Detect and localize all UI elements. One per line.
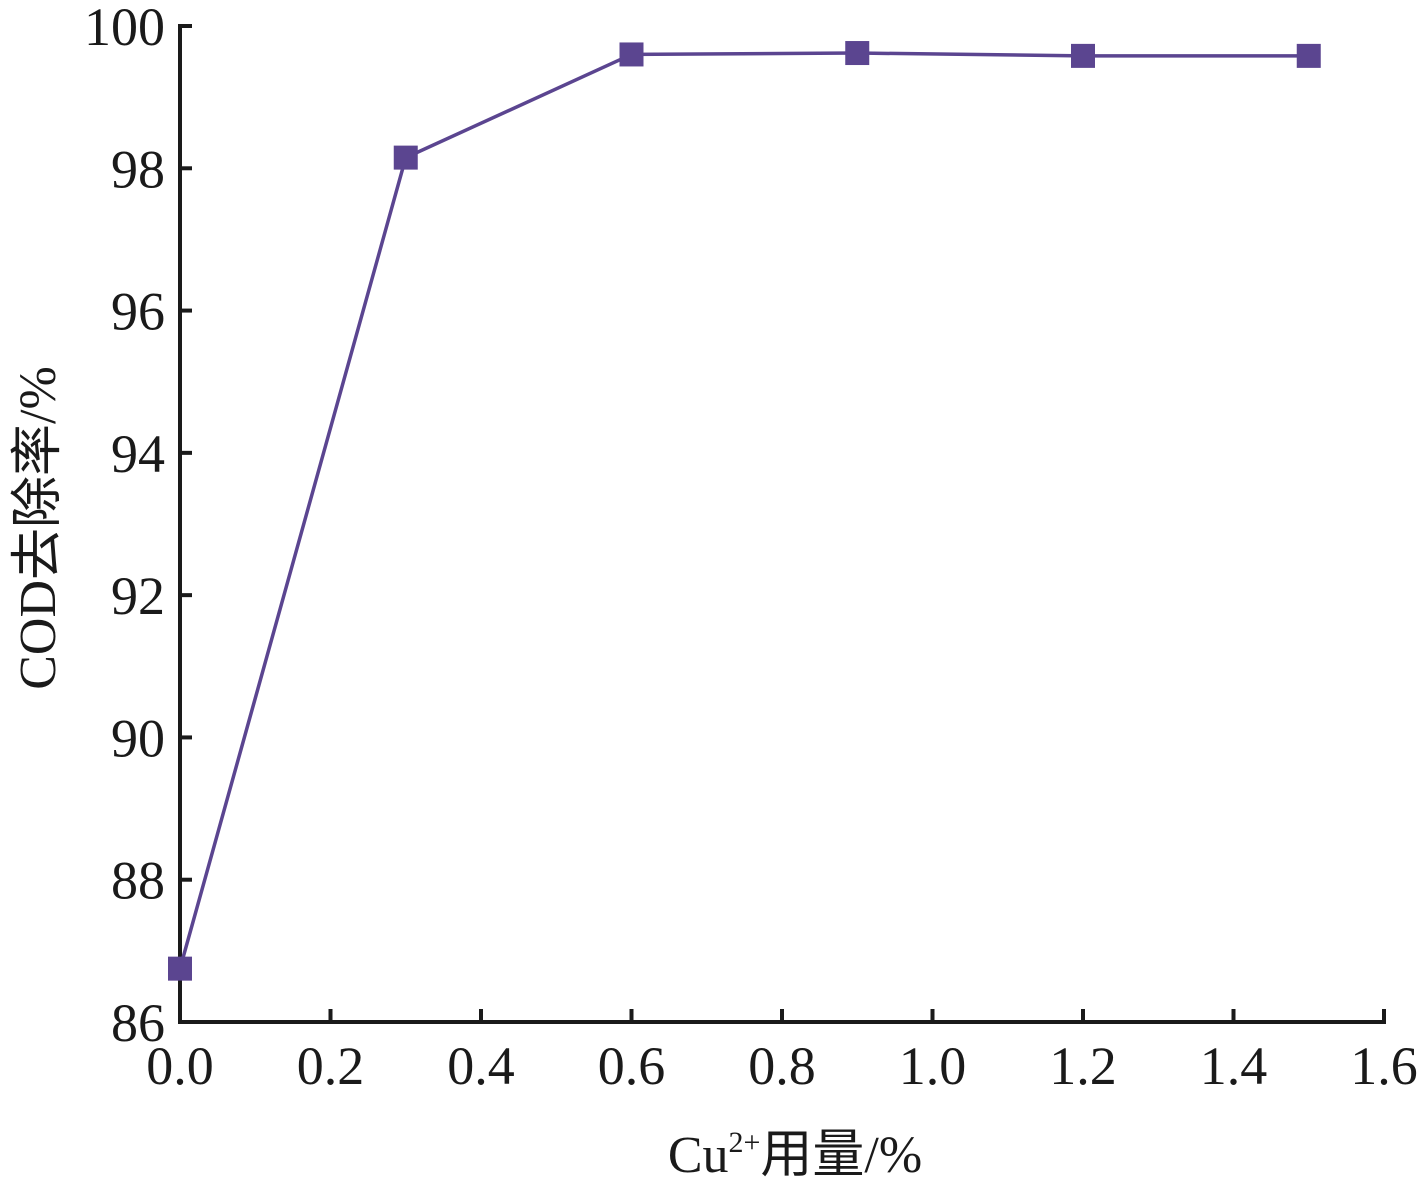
data-point-marker: [168, 956, 192, 981]
x-axis-title-suffix: 用量/%: [760, 1127, 922, 1181]
y-tick-label: 94: [111, 424, 165, 484]
series-line: [178, 51, 1309, 970]
data-point-marker: [1296, 43, 1321, 68]
y-tick-label: 86: [111, 993, 165, 1053]
x-tick-label: 1.2: [1049, 1036, 1117, 1096]
x-tick-label: 0.2: [297, 1036, 365, 1096]
data-point-marker: [619, 42, 644, 67]
data-point-marker: [845, 41, 870, 66]
x-tick-label: 0.4: [447, 1036, 515, 1096]
series-layer: [168, 41, 1321, 981]
x-tick-label: 0.0: [146, 1036, 214, 1096]
y-tick-label: 98: [111, 139, 165, 199]
y-tick-label: 100: [84, 0, 165, 57]
x-tick-label: 0.6: [598, 1036, 666, 1096]
y-tick-label: 88: [111, 851, 165, 911]
data-point-marker: [393, 145, 418, 170]
x-tick-label: 1.6: [1350, 1036, 1417, 1096]
x-tick-label: 1.4: [1200, 1036, 1268, 1096]
y-tick-label: 90: [111, 708, 165, 768]
x-tick-label: 1.0: [899, 1036, 967, 1096]
y-tick-label: 92: [111, 566, 165, 626]
x-axis-title-superscript: 2+: [729, 1126, 761, 1159]
x-axis-title: Cu2+用量/%: [668, 1126, 922, 1181]
axes: 86 88 90 92 94 96 98 100 0.0 0.2 0.4 0.6 0.8 1.0 1.2 1.…: [84, 0, 1417, 1096]
data-point-marker: [1071, 43, 1095, 68]
x-axis-title-prefix: Cu: [668, 1127, 729, 1181]
y-tick-label: 96: [111, 282, 165, 342]
x-tick-label: 0.8: [748, 1036, 816, 1096]
y-axis-title: COD去除率/%: [10, 366, 67, 690]
